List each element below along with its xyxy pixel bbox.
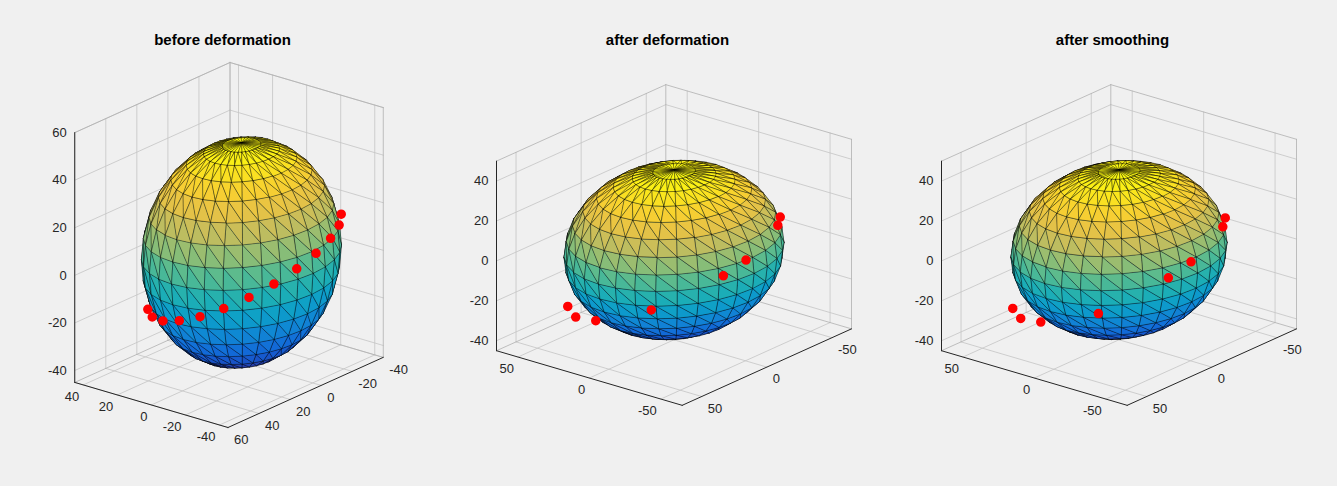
svg-text:50: 50 [944, 361, 958, 376]
svg-text:0: 0 [1023, 382, 1030, 397]
html-text:after smoothing: after smoothing [1055, 31, 1170, 48]
svg-text:-50: -50 [837, 342, 856, 357]
svg-text:0: 0 [926, 253, 933, 268]
svg-text:40: 40 [474, 173, 488, 188]
svg-text:-50: -50 [1282, 342, 1301, 357]
svg-text:-40: -40 [196, 429, 215, 444]
svg-text:-20: -20 [914, 293, 933, 308]
svg-text:20: 20 [474, 213, 488, 228]
svg-text:0: 0 [1217, 371, 1224, 386]
svg-text:0: 0 [578, 382, 585, 397]
svg-text:0: 0 [140, 409, 147, 424]
svg-text:0: 0 [481, 253, 488, 268]
svg-text:-20: -20 [358, 376, 377, 391]
svg-text:60: 60 [233, 432, 247, 447]
svg-text:-40: -40 [914, 333, 933, 348]
svg-text:20: 20 [919, 213, 933, 228]
svg-text:-40: -40 [389, 362, 408, 377]
svg-text:40: 40 [52, 172, 66, 187]
svg-text:-20: -20 [47, 315, 66, 330]
html-text:before deformation: before deformation [154, 31, 291, 48]
html-text:after deformation: after deformation [605, 31, 730, 48]
svg-text:40: 40 [919, 173, 933, 188]
svg-text:0: 0 [59, 268, 66, 283]
svg-text:50: 50 [1152, 401, 1166, 416]
svg-text:-50: -50 [637, 403, 656, 418]
svg-text:-20: -20 [162, 419, 181, 434]
svg-text:-40: -40 [469, 333, 488, 348]
svg-text:50: 50 [499, 361, 513, 376]
svg-text:60: 60 [52, 125, 66, 140]
svg-text:40: 40 [64, 389, 78, 404]
svg-text:50: 50 [707, 401, 721, 416]
svg-text:20: 20 [98, 399, 112, 414]
svg-text:-20: -20 [469, 293, 488, 308]
svg-text:40: 40 [265, 418, 279, 433]
svg-text:0: 0 [772, 371, 779, 386]
svg-text:0: 0 [327, 390, 334, 405]
svg-text:20: 20 [52, 220, 66, 235]
svg-text:20: 20 [296, 404, 310, 419]
svg-text:-50: -50 [1082, 403, 1101, 418]
svg-text:-40: -40 [47, 363, 66, 378]
